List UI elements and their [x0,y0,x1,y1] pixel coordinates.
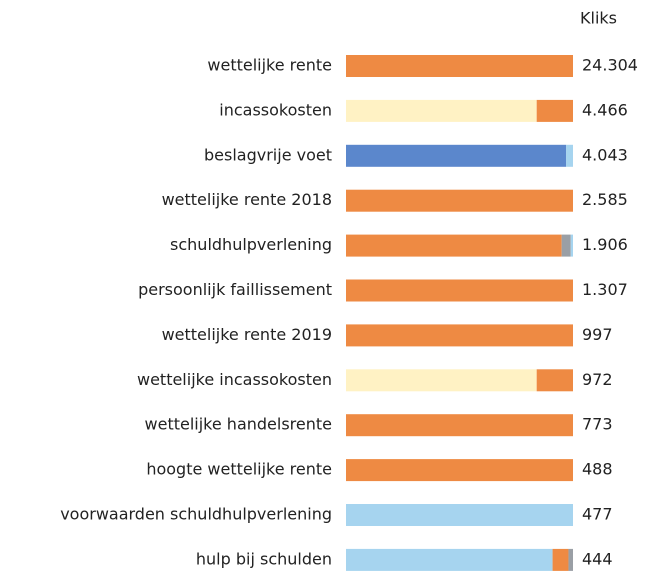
bar-segment [566,144,573,167]
clicks-value: 477 [582,505,613,524]
bar-segment [346,504,573,526]
bar-segment [346,279,573,302]
row-label: hulp bij schulden [196,549,332,568]
clicks-value: 4.043 [582,145,628,164]
bar-segment [346,144,567,167]
row-label: wettelijke rente 2018 [162,190,332,209]
clicks-value: 1.906 [582,235,628,254]
row-label: wettelijke incassokosten [137,370,332,389]
row-label: wettelijke rente [207,56,332,75]
bar-segment [346,55,573,77]
bar-segment [346,324,573,347]
clicks-value: 997 [582,325,613,344]
row-label: incassokosten [219,100,332,119]
row-label: persoonlijk faillissement [138,280,332,299]
row-label: wettelijke rente 2019 [162,325,332,344]
clicks-value: 2.585 [582,190,628,209]
row-label: voorwaarden schuldhulpverlening [60,505,332,524]
clicks-value: 972 [582,370,613,389]
bar-segment [568,548,573,571]
bar-segment [346,369,537,392]
clicks-value: 488 [582,460,613,479]
bar-segment [346,99,537,122]
row-label: beslagvrije voet [204,145,332,164]
clicks-value: 24.304 [582,56,638,75]
bar-segment [346,459,573,482]
bar-segment [536,369,573,392]
bar-segment [552,548,569,571]
clicks-header: Kliks [580,9,617,28]
bar-segment [561,234,571,257]
bar-segment [570,234,573,257]
row-label: hoogte wettelijke rente [146,460,332,479]
bar-segment [346,548,553,571]
bar-segment [346,189,573,212]
row-label: schuldhulpverlening [170,235,332,254]
bar-segment [346,414,573,437]
bar-segment [346,234,562,257]
clicks-value: 4.466 [582,100,628,119]
clicks-value: 773 [582,415,613,434]
clicks-value: 444 [582,549,613,568]
clicks-value: 1.307 [582,280,628,299]
row-label: wettelijke handelsrente [145,415,332,434]
bar-segment [536,99,573,122]
